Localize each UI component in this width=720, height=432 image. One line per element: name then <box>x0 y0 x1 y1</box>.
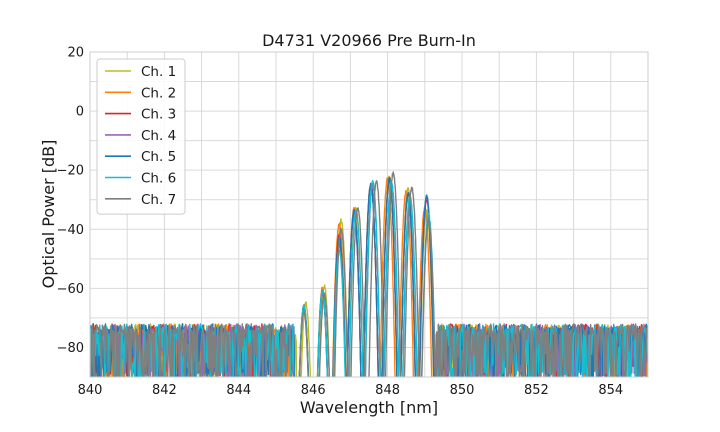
plot-area <box>90 171 648 377</box>
legend-label: Ch. 7 <box>141 192 176 208</box>
x-tick-label: 848 <box>375 383 400 398</box>
legend-label: Ch. 6 <box>141 171 176 187</box>
y-axis-label: Optical Power [dB] <box>39 140 58 289</box>
legend-label: Ch. 3 <box>141 107 176 123</box>
x-tick-label: 840 <box>78 383 103 398</box>
y-tick-labels: −80 −60 −40 −20 0 20 <box>57 46 84 356</box>
x-tick-label: 854 <box>598 383 623 398</box>
plot-frame <box>89 51 649 378</box>
y-tick-label: 0 <box>76 105 84 120</box>
x-tick-label: 842 <box>152 383 177 398</box>
x-tick-label: 850 <box>450 383 475 398</box>
legend-label: Ch. 1 <box>141 64 176 80</box>
legend: Ch. 1 Ch. 2 Ch. 3 Ch. 4 Ch. 5 Ch. 6 Ch. 7 <box>96 58 186 215</box>
y-tick-label: −80 <box>57 341 84 356</box>
x-tick-label: 846 <box>301 383 326 398</box>
y-tick-label: 20 <box>67 46 84 61</box>
legend-label: Ch. 4 <box>141 128 176 144</box>
x-tick-labels: 840 842 844 846 848 850 852 854 <box>78 383 624 398</box>
x-axis-label: Wavelength [nm] <box>300 398 438 417</box>
y-tick-label: −60 <box>57 282 84 297</box>
y-tick-label: −20 <box>57 164 84 179</box>
chart-title: D4731 V20966 Pre Burn-In <box>262 31 476 50</box>
y-tick-label: −40 <box>57 223 84 238</box>
legend-label: Ch. 5 <box>141 149 176 165</box>
legend-frame <box>96 58 186 215</box>
x-tick-label: 844 <box>226 383 251 398</box>
series-line <box>90 171 648 377</box>
legend-label: Ch. 2 <box>141 85 176 101</box>
x-tick-label: 852 <box>524 383 549 398</box>
